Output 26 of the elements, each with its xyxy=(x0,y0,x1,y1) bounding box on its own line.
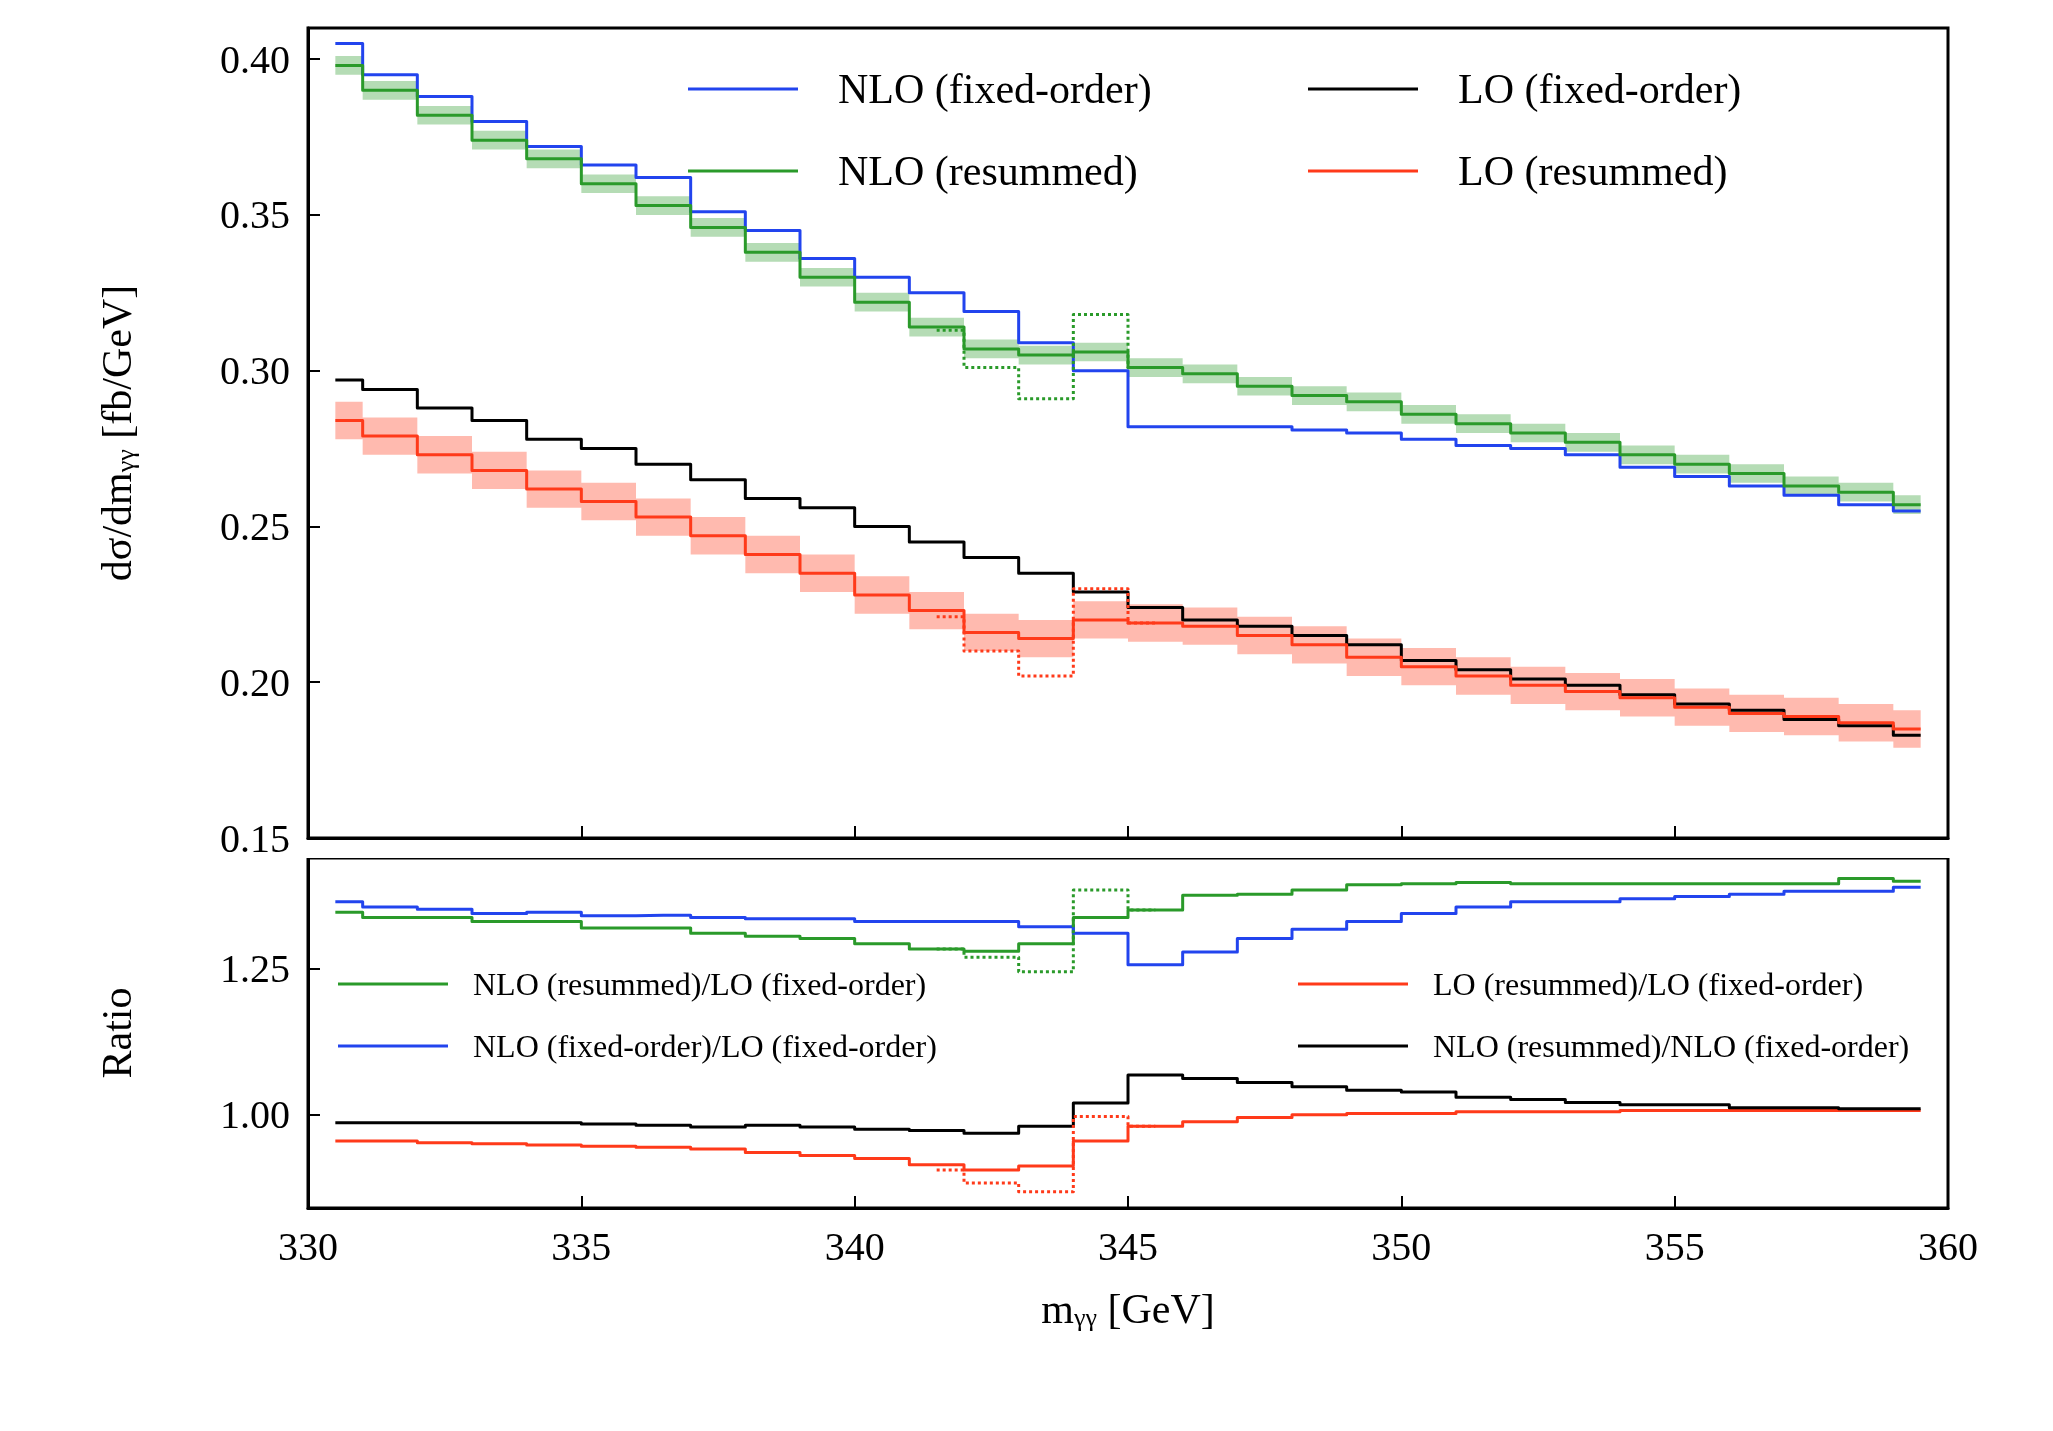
y-axis-title: Ratio xyxy=(94,987,140,1079)
y-tick-label: 0.15 xyxy=(220,815,290,861)
x-tick-label: 360 xyxy=(1918,1223,1978,1269)
y-tick-label: 1.00 xyxy=(220,1092,290,1138)
x-tick-label: 350 xyxy=(1371,1223,1432,1269)
y-tick-label: 1.25 xyxy=(220,946,290,992)
legend-label: NLO (fixed-order)/LO (fixed-order) xyxy=(473,1028,937,1064)
legend-label: LO (resummed)/LO (fixed-order) xyxy=(1433,966,1864,1002)
y-tick-label: 0.40 xyxy=(220,36,290,82)
legend-label: NLO (resummed)/LO (fixed-order) xyxy=(473,966,927,1002)
x-tick-label: 345 xyxy=(1098,1223,1158,1269)
x-tick-label: 340 xyxy=(824,1223,885,1269)
x-tick-label: 355 xyxy=(1644,1223,1705,1269)
legend-label: NLO (resummed) xyxy=(838,148,1138,195)
y-tick-label: 0.25 xyxy=(220,503,290,549)
x-axis-title: mγγ [GeV] xyxy=(1041,1286,1215,1332)
legend-label: NLO (resummed)/NLO (fixed-order) xyxy=(1433,1028,1910,1064)
y-tick-label: 0.35 xyxy=(220,192,290,238)
legend-label: LO (fixed-order) xyxy=(1458,66,1742,113)
x-tick-label: 335 xyxy=(551,1223,612,1269)
legend-label: LO (resummed) xyxy=(1458,148,1728,195)
y-tick-label: 0.20 xyxy=(220,659,290,705)
x-tick-label: 330 xyxy=(278,1223,338,1269)
y-tick-label: 0.30 xyxy=(220,348,290,394)
legend-label: NLO (fixed-order) xyxy=(838,66,1152,113)
y-axis-title: dσ/dmγγ [fb/GeV] xyxy=(94,284,140,582)
